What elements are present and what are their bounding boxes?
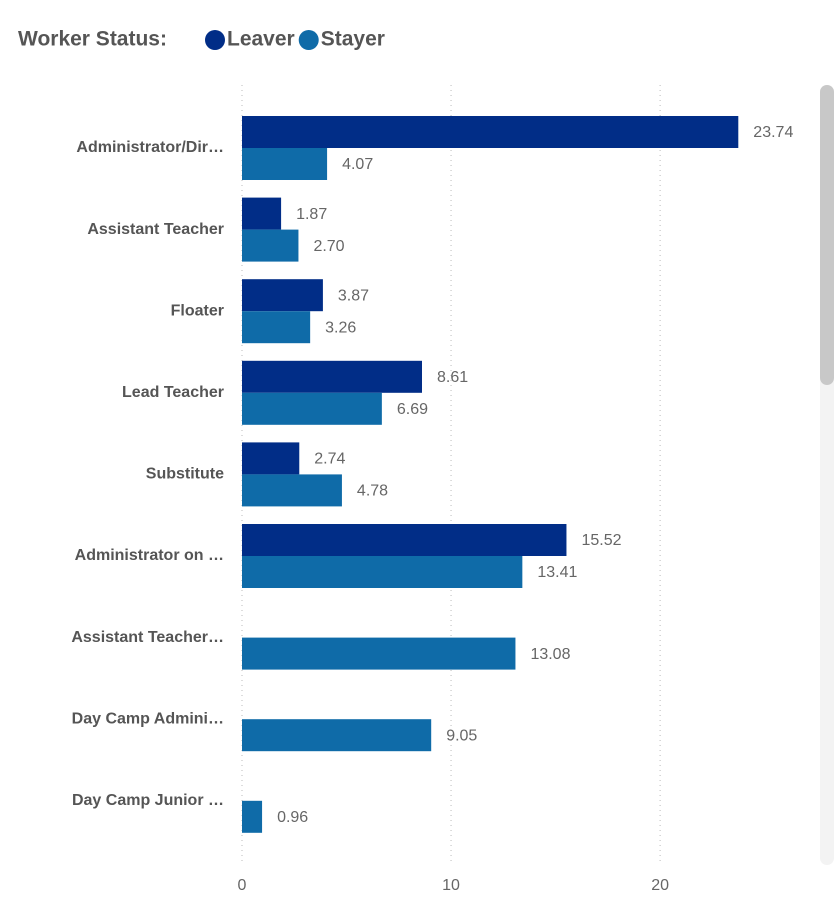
legend-marker <box>205 30 225 50</box>
bar <box>242 229 299 262</box>
data-label: 4.78 <box>357 483 388 500</box>
bar <box>242 524 567 556</box>
bar <box>242 279 323 312</box>
y-tick-label: Administrator/Dir… <box>76 139 224 156</box>
bar <box>242 556 523 588</box>
bar <box>242 800 263 833</box>
bar <box>242 719 432 752</box>
data-label: 13.08 <box>530 646 570 663</box>
y-tick-label: Day Camp Admini… <box>72 710 224 727</box>
x-tick-label: 20 <box>651 877 669 894</box>
data-label: 0.96 <box>277 809 308 826</box>
data-label: 9.05 <box>446 727 477 744</box>
x-tick-label: 0 <box>238 877 247 894</box>
bar <box>242 311 311 344</box>
data-label: 3.87 <box>338 287 369 304</box>
y-tick-label: Assistant Teacher… <box>71 629 224 646</box>
y-tick-label: Administrator on … <box>75 547 224 564</box>
y-tick-label: Assistant Teacher <box>87 221 224 238</box>
data-label: 4.07 <box>342 156 373 173</box>
y-tick-label: Substitute <box>146 466 224 483</box>
data-label: 6.69 <box>397 401 428 418</box>
scrollbar-thumb[interactable] <box>820 85 834 385</box>
bar <box>242 474 342 507</box>
bar <box>242 442 300 475</box>
data-label: 13.41 <box>537 564 577 581</box>
data-label: 23.74 <box>753 124 793 141</box>
legend-label: Stayer <box>321 28 385 51</box>
bar <box>242 360 422 393</box>
bar <box>242 116 739 148</box>
legend-marker <box>298 30 319 50</box>
bar <box>242 392 382 425</box>
data-label: 2.74 <box>314 451 345 468</box>
data-label: 3.26 <box>325 319 356 336</box>
legend-label: Leaver <box>227 28 295 51</box>
data-label: 15.52 <box>581 532 621 549</box>
bar <box>242 637 516 670</box>
bar <box>242 148 328 180</box>
x-tick-label: 10 <box>442 877 460 894</box>
y-tick-label: Floater <box>171 302 224 319</box>
y-tick-label: Lead Teacher <box>122 384 224 401</box>
data-label: 2.70 <box>313 238 344 255</box>
bar <box>242 197 282 230</box>
legend-title: Worker Status: <box>18 28 167 51</box>
data-label: 1.87 <box>296 206 327 223</box>
y-tick-label: Day Camp Junior … <box>72 792 224 809</box>
data-label: 8.61 <box>437 369 468 386</box>
